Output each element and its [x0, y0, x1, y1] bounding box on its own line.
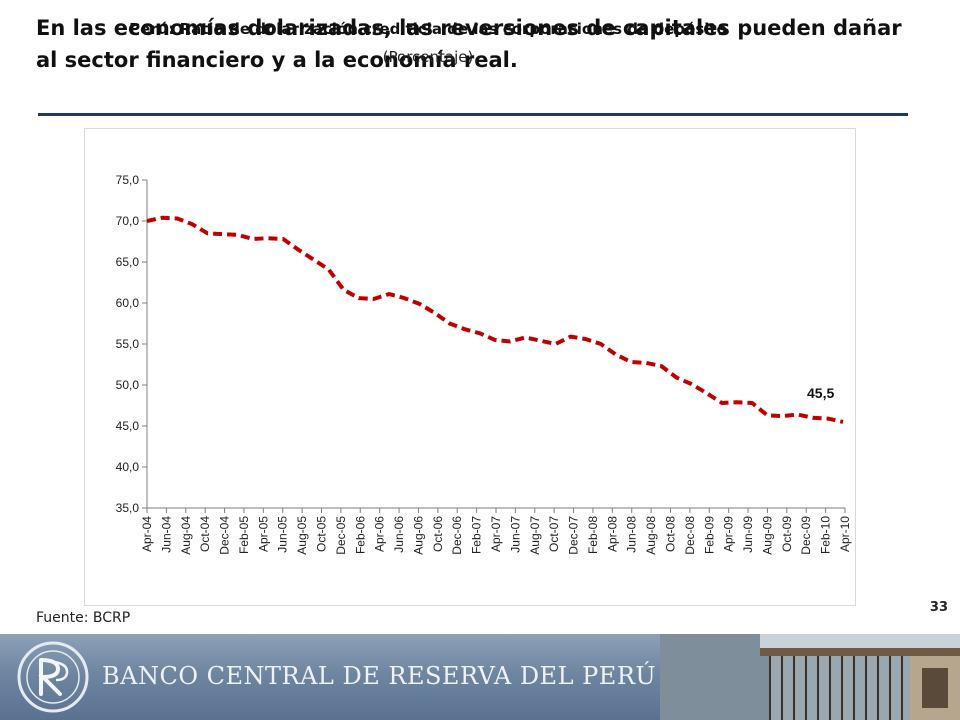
y-tick-label: 45,0: [116, 419, 140, 433]
x-tick-label: Apr-09: [722, 516, 736, 552]
y-tick-label: 70,0: [116, 214, 140, 228]
title-divider: [38, 113, 908, 116]
x-tick-label: Aug-05: [295, 516, 309, 555]
chart-title: Perú: Ratio de dolarización crediticia d…: [129, 20, 727, 38]
x-tick-label: Jun-04: [159, 516, 173, 553]
source-note: Fuente: BCRP: [36, 610, 131, 626]
x-tick-label: Oct-06: [431, 516, 445, 552]
x-tick-label: Dec-05: [334, 516, 348, 555]
x-tick-label: Dec-06: [450, 516, 464, 555]
x-tick-label: Apr-07: [489, 516, 503, 552]
y-tick-label: 55,0: [116, 337, 140, 351]
y-tick-label: 50,0: [116, 378, 140, 392]
x-tick-label: Aug-06: [411, 516, 425, 555]
x-tick-label: Oct-07: [547, 516, 561, 552]
bank-logo: [17, 641, 89, 713]
x-tick-label: Dec-04: [218, 516, 232, 555]
x-tick-label: Feb-08: [586, 516, 600, 554]
x-tick-label: Aug-04: [179, 516, 193, 555]
y-tick-label: 60,0: [116, 296, 140, 310]
chart-subtitle: (Porcentaje): [382, 48, 474, 66]
x-tick-label: Aug-08: [644, 516, 658, 555]
bank-name: BANCO CENTRAL DE RESERVA DEL PERÚ: [102, 662, 657, 690]
x-tick-label: Jun-05: [276, 516, 290, 553]
x-tick-label: Oct-04: [198, 516, 212, 552]
x-tick-label: Oct-09: [780, 516, 794, 552]
data-label: 45,5: [807, 385, 834, 401]
x-tick-label: Jun-06: [392, 516, 406, 553]
x-tick-label: Feb-07: [470, 516, 484, 554]
x-tick-label: Apr-06: [373, 516, 387, 552]
line-chart: 35,0 40,0 45,0 50,0 55,0 60,0 65,0 70,0 75,0 Apr-…: [116, 173, 852, 555]
y-tick-label: 65,0: [116, 255, 140, 269]
x-tick-label: Feb-09: [702, 516, 716, 554]
x-tick-label: Aug-07: [528, 516, 542, 555]
x-tick-label: Feb-06: [353, 516, 367, 554]
x-tick-label: Apr-05: [256, 516, 270, 552]
x-tick-label: Apr-08: [605, 516, 619, 552]
page-number: 33: [929, 600, 948, 615]
footer-banner: BANCO CENTRAL DE RESERVA DEL PERÚ: [0, 634, 960, 720]
x-tick-label: Feb-05: [237, 516, 251, 554]
x-tick-label: Apr-10: [838, 516, 852, 552]
x-tick-label: Jun-08: [625, 516, 639, 553]
y-tick-label: 40,0: [116, 460, 140, 474]
x-tick-label: Aug-09: [760, 516, 774, 555]
chart-frame: 35,0 40,0 45,0 50,0 55,0 60,0 65,0 70,0 75,0 Apr-…: [84, 128, 856, 606]
series-line: [146, 215, 844, 424]
x-tick-label: Apr-04: [140, 516, 154, 552]
building-photo: [660, 634, 960, 720]
x-tick-label: Jun-07: [508, 516, 522, 553]
y-tick-label: 35,0: [116, 501, 140, 515]
x-tick-label: Feb-10: [819, 516, 833, 554]
y-tick-label: 75,0: [116, 173, 140, 187]
x-tick-label: Dec-07: [567, 516, 581, 555]
x-tick-label: Dec-08: [683, 516, 697, 555]
x-tick-label: Jun-09: [741, 516, 755, 553]
x-tick-label: Oct-08: [664, 516, 678, 552]
x-tick-label: Dec-09: [799, 516, 813, 555]
slide-title: En las economías dolarizadas, las revers…: [36, 16, 902, 72]
x-tick-label: Oct-05: [315, 516, 329, 552]
